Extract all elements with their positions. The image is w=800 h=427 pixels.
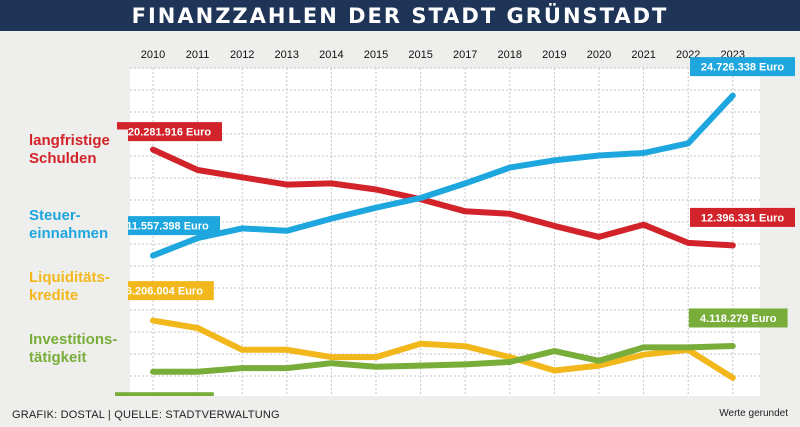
end-value-label-3-text: 4.118.279 Euro xyxy=(700,313,777,325)
series-line-3 xyxy=(150,343,736,375)
x-tick-label: 2018 xyxy=(498,49,522,61)
series-name-bg xyxy=(20,328,128,368)
series-name-text: Schulden xyxy=(29,150,97,167)
end-value-label-3-bg xyxy=(688,308,788,328)
series-name-3: Investitions-tätigkeit xyxy=(20,328,128,368)
start-value-label-3-bg xyxy=(115,392,214,396)
start-value-label-2-text: 6.206.004 Euro xyxy=(126,286,203,298)
x-tick-label: 2014 xyxy=(319,49,343,61)
footer-note: Werte gerundet xyxy=(719,408,788,419)
series-lines xyxy=(150,92,736,381)
series-name-text: langfristige xyxy=(29,132,110,149)
x-tick-label: 2012 xyxy=(230,49,254,61)
x-axis-ticks: 2010 2011 2012 2013 2014 2015 2015 2017 2018 2019… xyxy=(141,49,745,61)
series-line-2 xyxy=(150,317,736,381)
series-name-text: Investitions- xyxy=(29,331,117,348)
x-tick-label: 2020 xyxy=(587,49,611,61)
end-value-label-1-bg xyxy=(690,57,795,77)
x-tick-label: 2015 xyxy=(408,49,432,61)
x-tick-label: 2015 xyxy=(364,49,388,61)
line-chart: 2010 2011 2012 2013 2014 2015 2015 2017 2018 2019… xyxy=(20,49,795,396)
series-line-1 xyxy=(150,92,736,259)
series-name-text: Steuer- xyxy=(29,207,81,224)
x-tick-label: 2021 xyxy=(631,49,655,61)
series-name-2: Liquiditäts-kredite xyxy=(20,266,128,306)
start-value-label-1: 11.557.398 Euro xyxy=(115,216,220,236)
start-value-label-0-bg xyxy=(117,122,222,142)
series-name-text: einnahmen xyxy=(29,225,108,242)
series-name-bg xyxy=(20,266,128,306)
x-tick-label: 2013 xyxy=(275,49,299,61)
start-value-label-0: 20.281.916 Euro xyxy=(117,122,222,142)
x-tick-label: 2019 xyxy=(542,49,566,61)
series-name-bg xyxy=(20,204,128,244)
series-name-text: Liquiditäts- xyxy=(29,269,110,286)
start-value-label-2-bg xyxy=(115,281,214,301)
x-tick-label: 2010 xyxy=(141,49,165,61)
footer-source: GRAFIK: DOSTAL | QUELLE: STADTVERWALTUNG xyxy=(12,409,280,421)
chart-title: FINANZZAHLEN DER STADT GRÜNSTADT xyxy=(0,0,800,31)
x-tick-label: 2017 xyxy=(453,49,477,61)
value-labels: 20.281.916 Euro 12.396.331 Euro 11.557.398… xyxy=(115,57,795,396)
series-name-1: Steuer-einnahmen xyxy=(20,204,128,244)
end-value-label-1: 24.726.338 Euro xyxy=(690,57,795,77)
series-line-0 xyxy=(150,146,736,249)
series-name-text: tätigkeit xyxy=(29,349,87,366)
start-value-label-3: 2.000.824 Euro xyxy=(115,392,214,396)
end-value-label-1-text: 24.726.338 Euro xyxy=(701,62,784,74)
end-value-label-0-text: 12.396.331 Euro xyxy=(701,212,784,224)
x-tick-label: 2011 xyxy=(186,49,210,61)
start-value-label-1-bg xyxy=(115,216,220,236)
start-value-label-0-text: 20.281.916 Euro xyxy=(128,127,211,139)
end-value-label-0-bg xyxy=(690,207,795,227)
start-value-label-2: 6.206.004 Euro xyxy=(115,281,214,301)
end-value-label-3: 4.118.279 Euro xyxy=(688,308,788,328)
end-value-label-0: 12.396.331 Euro xyxy=(690,207,795,227)
start-value-label-1-text: 11.557.398 Euro xyxy=(126,221,209,233)
series-name-text: kredite xyxy=(29,287,78,304)
series-name-bg xyxy=(20,129,128,169)
